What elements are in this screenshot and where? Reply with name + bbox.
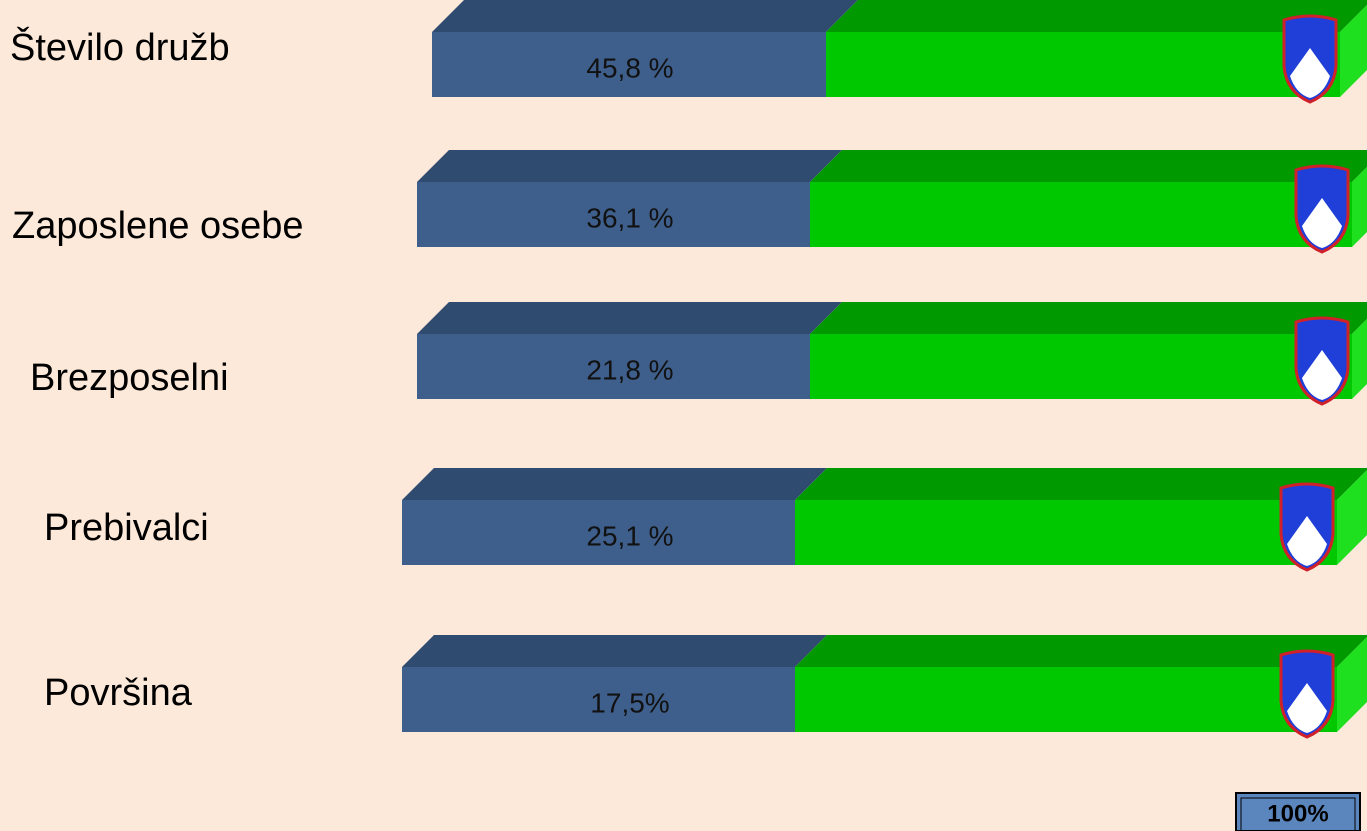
coat-mountain <box>1287 683 1327 733</box>
legend-box <box>1235 792 1361 831</box>
bar-front-green <box>810 182 1352 247</box>
bar-top-green <box>810 302 1367 334</box>
bar-front-green <box>795 500 1337 565</box>
bar-top-green <box>795 468 1367 500</box>
row-share: 17,5% <box>590 687 669 718</box>
legend-inner <box>1240 797 1356 831</box>
row-label: Zaposlene osebe <box>12 205 304 247</box>
coat-mountain <box>1302 198 1342 248</box>
bar-top-green <box>826 0 1367 32</box>
bar-top-blue <box>432 0 858 32</box>
rows: Število družb 45,8 % Zaposlene osebe 36,1 %… <box>10 0 1367 739</box>
bar-front-blue <box>402 500 795 565</box>
row-label: Prebivalci <box>44 507 209 549</box>
bar-side <box>1352 167 1367 247</box>
bar-top-blue <box>417 302 842 334</box>
legend-label: 100% <box>1267 800 1328 827</box>
bar-side <box>1352 319 1367 399</box>
bar-front-green <box>810 334 1352 399</box>
coat-mountain <box>1302 350 1342 400</box>
bar-front-green <box>795 667 1337 732</box>
bar-top-blue <box>402 635 827 667</box>
bar-front-blue <box>417 182 810 247</box>
row-share: 45,8 % <box>586 52 673 83</box>
bar-top-green <box>810 150 1367 182</box>
bar-front-blue <box>432 32 826 97</box>
bar-front-blue <box>402 667 795 732</box>
row-share: 36,1 % <box>586 202 673 233</box>
coat-mountain <box>1290 48 1330 98</box>
bar-front-green <box>826 32 1340 97</box>
bar-side <box>1340 5 1367 97</box>
row-label: Površina <box>44 672 193 714</box>
row-label: Brezposelni <box>30 357 229 399</box>
coat-mountain <box>1287 516 1327 566</box>
bar-top-green <box>795 635 1367 667</box>
row-share: 21,8 % <box>586 354 673 385</box>
bar-front-blue <box>417 334 810 399</box>
bar-top-blue <box>402 468 827 500</box>
row-label: Število družb <box>10 25 230 69</box>
bar-side <box>1337 470 1367 565</box>
bar-top-blue <box>417 150 842 182</box>
row-share: 25,1 % <box>586 520 673 551</box>
bar-side <box>1337 637 1367 732</box>
